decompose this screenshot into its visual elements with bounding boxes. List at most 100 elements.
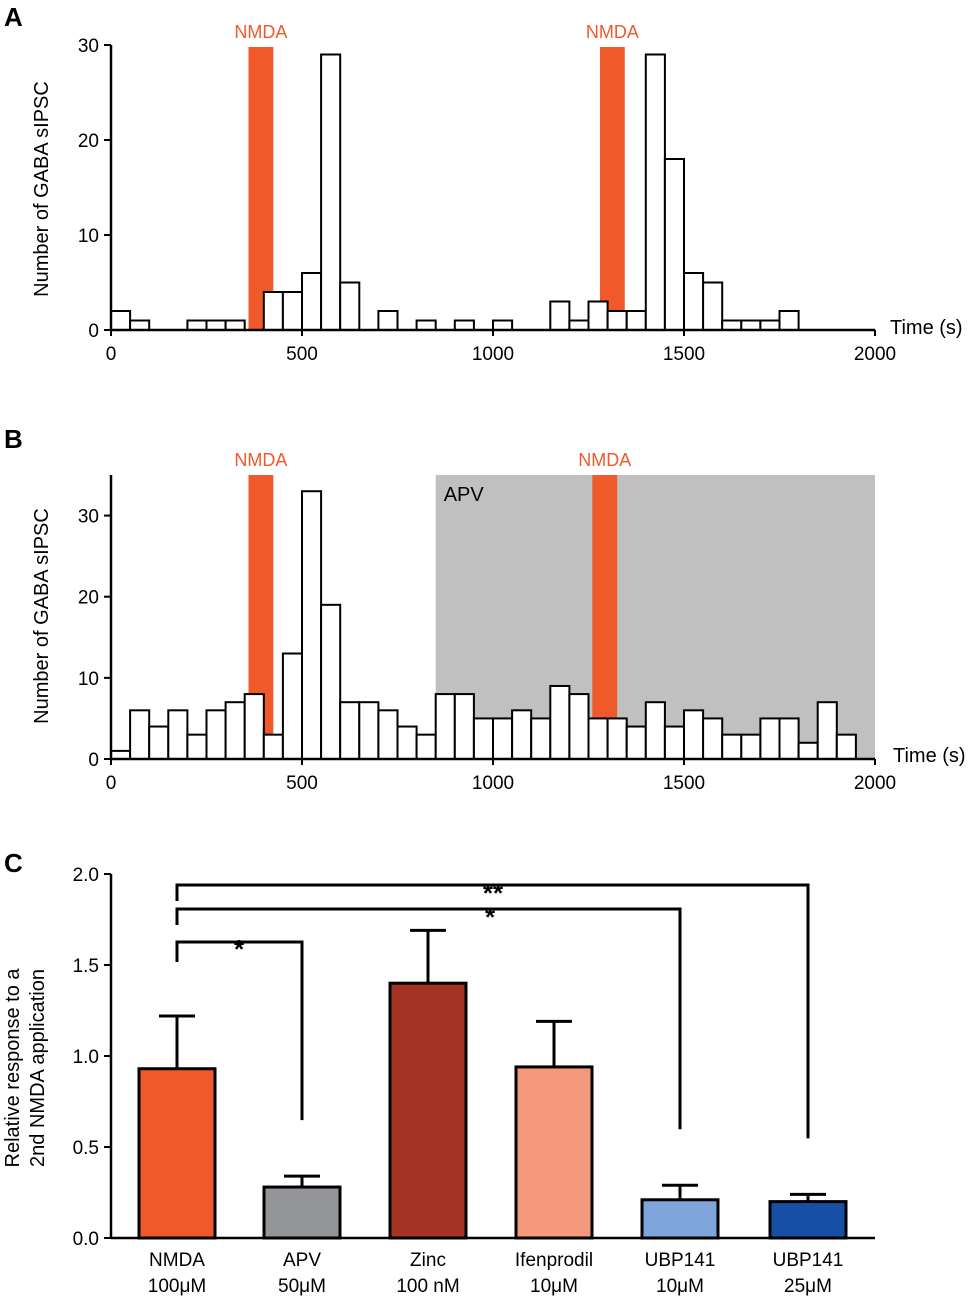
- panel-b-histogram-bar: [492, 717, 514, 761]
- panel-b-histogram-bar: [453, 693, 475, 760]
- panel-a-nmda-label: NMDA: [234, 22, 287, 42]
- panel-a-y-tick-label: 0: [88, 321, 99, 342]
- panel-b-histogram-bar: [434, 693, 456, 760]
- panel-c-category-label: UBP141: [645, 1250, 716, 1271]
- panel-a-x-tick-label: 1000: [472, 344, 514, 365]
- panel-a-histogram-bar: [587, 300, 609, 331]
- panel-a-histogram-bar: [721, 319, 743, 331]
- panel-a-nmda-label: NMDA: [586, 22, 639, 42]
- panel-b-histogram-bar: [778, 717, 800, 761]
- panel-a-histogram-bar: [129, 319, 151, 331]
- panel-b-y-tick-label: 20: [78, 588, 99, 609]
- panel-c-y-axis-title-line2: 2nd NMDA application: [27, 969, 49, 1167]
- panel-b-histogram-bar: [301, 490, 323, 760]
- panel-a-x-tick-label: 1500: [663, 344, 705, 365]
- panel-a-histogram-bar: [110, 310, 132, 331]
- panel-b-histogram-bar: [702, 717, 724, 761]
- panel-c-bar: [514, 1065, 594, 1240]
- panel-a-nmda-application-bar: [248, 47, 274, 330]
- panel-a-histogram-bar: [492, 319, 514, 331]
- panel-a-nmda-application-bar: [599, 47, 625, 330]
- panel-b-y-axis-title: Number of GABA sIPSC: [31, 508, 53, 724]
- panel-a-y-tick-label: 20: [78, 131, 99, 152]
- panel-a-histogram-bar: [759, 319, 781, 331]
- panel-b-apv-label: APV: [444, 484, 485, 506]
- panel-b-histogram-bar: [186, 733, 208, 761]
- panel-b-histogram-bar: [816, 701, 838, 761]
- panel-a-histogram-bar: [301, 272, 323, 331]
- panel-c-category-sublabel: 100μM: [148, 1276, 206, 1297]
- panel-b-x-tick-label: 0: [106, 773, 117, 794]
- panel-a-histogram-bar: [281, 291, 303, 331]
- panel-b-histogram-bar: [167, 709, 189, 760]
- panel-a-histogram-bar: [224, 319, 246, 331]
- panel-c-category-sublabel: 100 nM: [396, 1276, 459, 1297]
- panel-c-bar: [768, 1200, 848, 1240]
- panel-a-histogram-bar: [415, 319, 437, 331]
- panel-b-histogram-bar: [339, 701, 361, 761]
- panel-a-histogram-bar: [606, 310, 628, 331]
- panel-b-histogram-bar: [377, 709, 399, 760]
- panel-a-histogram-bar: [625, 310, 647, 331]
- panel-b-histogram-bar: [587, 717, 609, 761]
- panel-c-category-label: APV: [283, 1250, 321, 1271]
- panel-a-y-axis-title: Number of GABA sIPSC: [31, 81, 53, 297]
- panel-b-nmda-label: NMDA: [578, 450, 631, 470]
- panel-a-x-axis-title: Time (s): [890, 317, 963, 339]
- panel-b-histogram-bar: [320, 603, 342, 760]
- panel-b-nmda-label: NMDA: [234, 450, 287, 470]
- panel-b-histogram-bar: [759, 717, 781, 761]
- panel-b-histogram-bar: [205, 709, 227, 760]
- panel-b-histogram-bar: [281, 652, 303, 760]
- panel-a-histogram-bar: [683, 272, 705, 331]
- panel-b-histogram-bar: [224, 701, 246, 761]
- panel-b-y-tick-label: 10: [78, 669, 99, 690]
- panel-c-category-label: Ifenprodil: [515, 1250, 593, 1271]
- panel-c-category-sublabel: 10μM: [656, 1276, 704, 1297]
- panel-a-y-tick-label: 30: [78, 36, 99, 57]
- panel-b-histogram-bar: [549, 684, 571, 761]
- panel-b-histogram-bar: [721, 733, 743, 761]
- panel-c-significance-bracket: [175, 883, 810, 1139]
- panel-b-histogram-bar: [683, 709, 705, 760]
- panel-a-x-tick-label: 2000: [854, 344, 896, 365]
- panel-a-histogram-bar: [740, 319, 762, 331]
- panel-a-histogram-bar: [186, 319, 208, 331]
- panel-b-histogram-bar: [797, 741, 819, 760]
- panel-c-y-tick-label: 1.0: [73, 1047, 99, 1068]
- panel-b-histogram-bar: [396, 725, 418, 760]
- panel-b-histogram-bar: [625, 725, 647, 760]
- panel-a-x-tick-label: 500: [286, 344, 318, 365]
- panel-c-bar: [137, 1067, 217, 1240]
- panel-b-histogram-bar: [262, 733, 284, 761]
- panel-c-significance-label: *: [234, 934, 245, 964]
- panel-a-histogram-bar: [568, 319, 590, 331]
- panel-c-letter: C: [4, 848, 23, 878]
- panel-b-histogram-bar: [243, 693, 265, 760]
- panel-b-histogram-bar: [740, 733, 762, 761]
- panel-a-histogram-bar: [377, 310, 399, 331]
- panel-b-y-tick-label: 0: [88, 750, 99, 771]
- panel-c-bar: [262, 1185, 342, 1240]
- panel-b-histogram-bar: [148, 725, 170, 760]
- panel-b-x-axis-title: Time (s): [893, 745, 966, 767]
- panel-a-histogram-bar: [778, 310, 800, 331]
- panel-c-y-tick-label: 0.0: [73, 1229, 99, 1250]
- panel-b-histogram-bar: [129, 709, 151, 760]
- panel-a-histogram-bar: [663, 158, 686, 331]
- panel-a-histogram-bar: [205, 319, 227, 331]
- panel-a-y-tick-label: 10: [78, 226, 99, 247]
- panel-c-bar: [640, 1198, 720, 1240]
- panel-a-histogram-bar: [339, 281, 361, 331]
- panel-c-category-sublabel: 10μM: [530, 1276, 578, 1297]
- panel-b-x-tick-label: 2000: [854, 773, 896, 794]
- panel-a-histogram-bar: [644, 53, 666, 331]
- panel-b-histogram-bar: [606, 717, 628, 761]
- panel-c-category-label: NMDA: [149, 1250, 205, 1271]
- panel-c-significance-bracket: [175, 907, 682, 1130]
- panel-b-x-tick-label: 1000: [472, 773, 514, 794]
- panel-b-nmda-application-bar: [592, 475, 618, 759]
- panel-a-histogram-bar: [320, 53, 342, 331]
- panel-b-histogram-bar: [472, 717, 494, 761]
